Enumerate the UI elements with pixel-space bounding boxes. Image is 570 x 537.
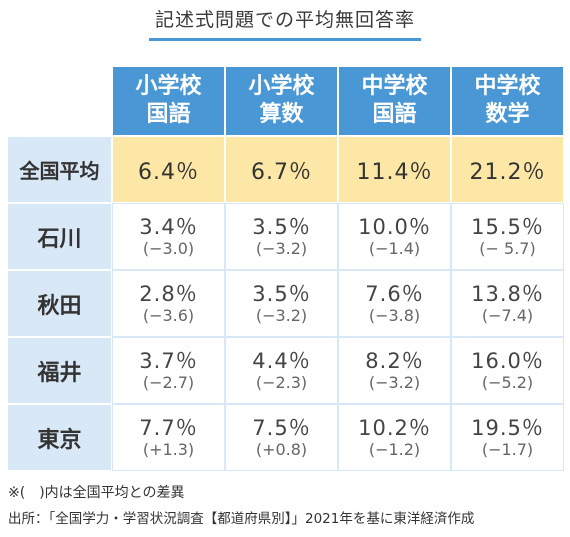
average-value: 21.2％ xyxy=(452,137,563,202)
row-label-national-average: 全国平均 xyxy=(8,137,111,202)
average-value: 11.4％ xyxy=(339,137,450,202)
average-value: 6.4％ xyxy=(113,137,224,202)
diff-value: (−1.4) xyxy=(368,238,421,258)
rate-value: 7.5％ xyxy=(252,415,311,440)
diff-value: (−1.2) xyxy=(368,439,421,459)
value-cell: 13.8％ (−7.4) xyxy=(451,270,564,337)
average-value: 6.7％ xyxy=(226,137,337,202)
diff-value: (−3.8) xyxy=(368,305,421,325)
rate-value: 4.4％ xyxy=(252,348,311,373)
diff-value: (−5.2) xyxy=(481,372,534,392)
column-header-elementary-math: 小学校 算数 xyxy=(226,67,337,135)
rate-value: 19.5％ xyxy=(471,415,544,440)
title-container: 記述式問題での平均無回答率 xyxy=(0,6,570,44)
value-cell: 7.5％ (+0.8) xyxy=(225,404,338,471)
corner-cell xyxy=(8,67,111,135)
rate-value: 3.5％ xyxy=(252,214,311,239)
rate-value: 3.7％ xyxy=(139,348,198,373)
table-row: 石川 3.4％ (−3.0) 3.5％ (−3.2) 10.0％ (−1.4) … xyxy=(8,203,564,270)
rate-value: 2.8％ xyxy=(139,281,198,306)
rate-value: 13.8％ xyxy=(471,281,544,306)
column-header-line2: 国語 xyxy=(146,102,191,127)
value-cell: 3.5％ (−3.2) xyxy=(225,270,338,337)
rate-value: 15.5％ xyxy=(471,214,544,239)
value-cell: 2.8％ (−3.6) xyxy=(112,270,225,337)
value-cell: 15.5％ (− 5.7) xyxy=(451,203,564,270)
column-header-line2: 国語 xyxy=(372,102,417,127)
value-cell: 19.5％ (−1.7) xyxy=(451,404,564,471)
diff-value: (−7.4) xyxy=(481,305,534,325)
chart-title: 記述式問題での平均無回答率 xyxy=(148,6,421,41)
column-header-elementary-japanese: 小学校 国語 xyxy=(113,67,224,135)
column-header-line2: 数学 xyxy=(485,102,530,127)
diff-value: (−3.2) xyxy=(255,238,308,258)
value-cell: 10.2％ (−1.2) xyxy=(338,404,451,471)
diff-value: (−2.3) xyxy=(255,372,308,392)
value-cell: 7.7％ (+1.3) xyxy=(112,404,225,471)
rate-value: 3.5％ xyxy=(252,281,311,306)
table-row: 東京 7.7％ (+1.3) 7.5％ (+0.8) 10.2％ (−1.2) … xyxy=(8,404,564,471)
diff-value: (−3.0) xyxy=(142,238,195,258)
rate-value: 10.0％ xyxy=(358,214,431,239)
column-header-line1: 中学校 xyxy=(474,74,541,99)
footnote: ※( )内は全国平均との差異 xyxy=(8,485,185,501)
column-header-junior-math: 中学校 数学 xyxy=(452,67,563,135)
row-label-ishikawa: 石川 xyxy=(8,204,111,269)
value-cell: 16.0％ (−5.2) xyxy=(451,337,564,404)
diff-value: (−2.7) xyxy=(142,372,195,392)
column-header-line2: 算数 xyxy=(259,102,304,127)
average-row: 全国平均 6.4％ 6.7％ 11.4％ 21.2％ xyxy=(8,137,563,202)
data-table: 小学校 国語 小学校 算数 中学校 国語 中学校 数学 全国平均 6.4％ 6.… xyxy=(6,65,565,472)
rate-value: 8.2％ xyxy=(365,348,424,373)
value-cell: 10.0％ (−1.4) xyxy=(338,203,451,270)
row-label-fukui: 福井 xyxy=(8,338,111,403)
rate-value: 7.7％ xyxy=(139,415,198,440)
table-row: 秋田 2.8％ (−3.6) 3.5％ (−3.2) 7.6％ (−3.8) 1… xyxy=(8,270,564,337)
rate-value: 16.0％ xyxy=(471,348,544,373)
table-row: 福井 3.7％ (−2.7) 4.4％ (−2.3) 8.2％ (−3.2) 1… xyxy=(8,337,564,404)
diff-value: (−3.2) xyxy=(368,372,421,392)
diff-value: (−3.2) xyxy=(255,305,308,325)
value-cell: 8.2％ (−3.2) xyxy=(338,337,451,404)
column-header-junior-japanese: 中学校 国語 xyxy=(339,67,450,135)
diff-value: (−3.6) xyxy=(142,305,195,325)
source-credit: 出所：「全国学力・学習状況調査【都道府県別】」2021年を基に東洋経済作成 xyxy=(8,511,475,527)
diff-value: (+0.8) xyxy=(255,439,308,459)
row-label-akita: 秋田 xyxy=(8,271,111,336)
value-cell: 4.4％ (−2.3) xyxy=(225,337,338,404)
value-cell: 3.5％ (−3.2) xyxy=(225,203,338,270)
row-label-tokyo: 東京 xyxy=(8,405,111,470)
diff-value: (− 5.7) xyxy=(479,238,536,258)
value-cell: 7.6％ (−3.8) xyxy=(338,270,451,337)
column-header-line1: 中学校 xyxy=(361,74,428,99)
column-header-line1: 小学校 xyxy=(135,74,202,99)
value-cell: 3.7％ (−2.7) xyxy=(112,337,225,404)
diff-value: (−1.7) xyxy=(481,439,534,459)
diff-value: (+1.3) xyxy=(142,439,195,459)
rate-value: 10.2％ xyxy=(358,415,431,440)
column-header-line1: 小学校 xyxy=(248,74,315,99)
value-cell: 3.4％ (−3.0) xyxy=(112,203,225,270)
rate-value: 7.6％ xyxy=(365,281,424,306)
header-row: 小学校 国語 小学校 算数 中学校 国語 中学校 数学 xyxy=(8,67,563,135)
rate-value: 3.4％ xyxy=(139,214,198,239)
